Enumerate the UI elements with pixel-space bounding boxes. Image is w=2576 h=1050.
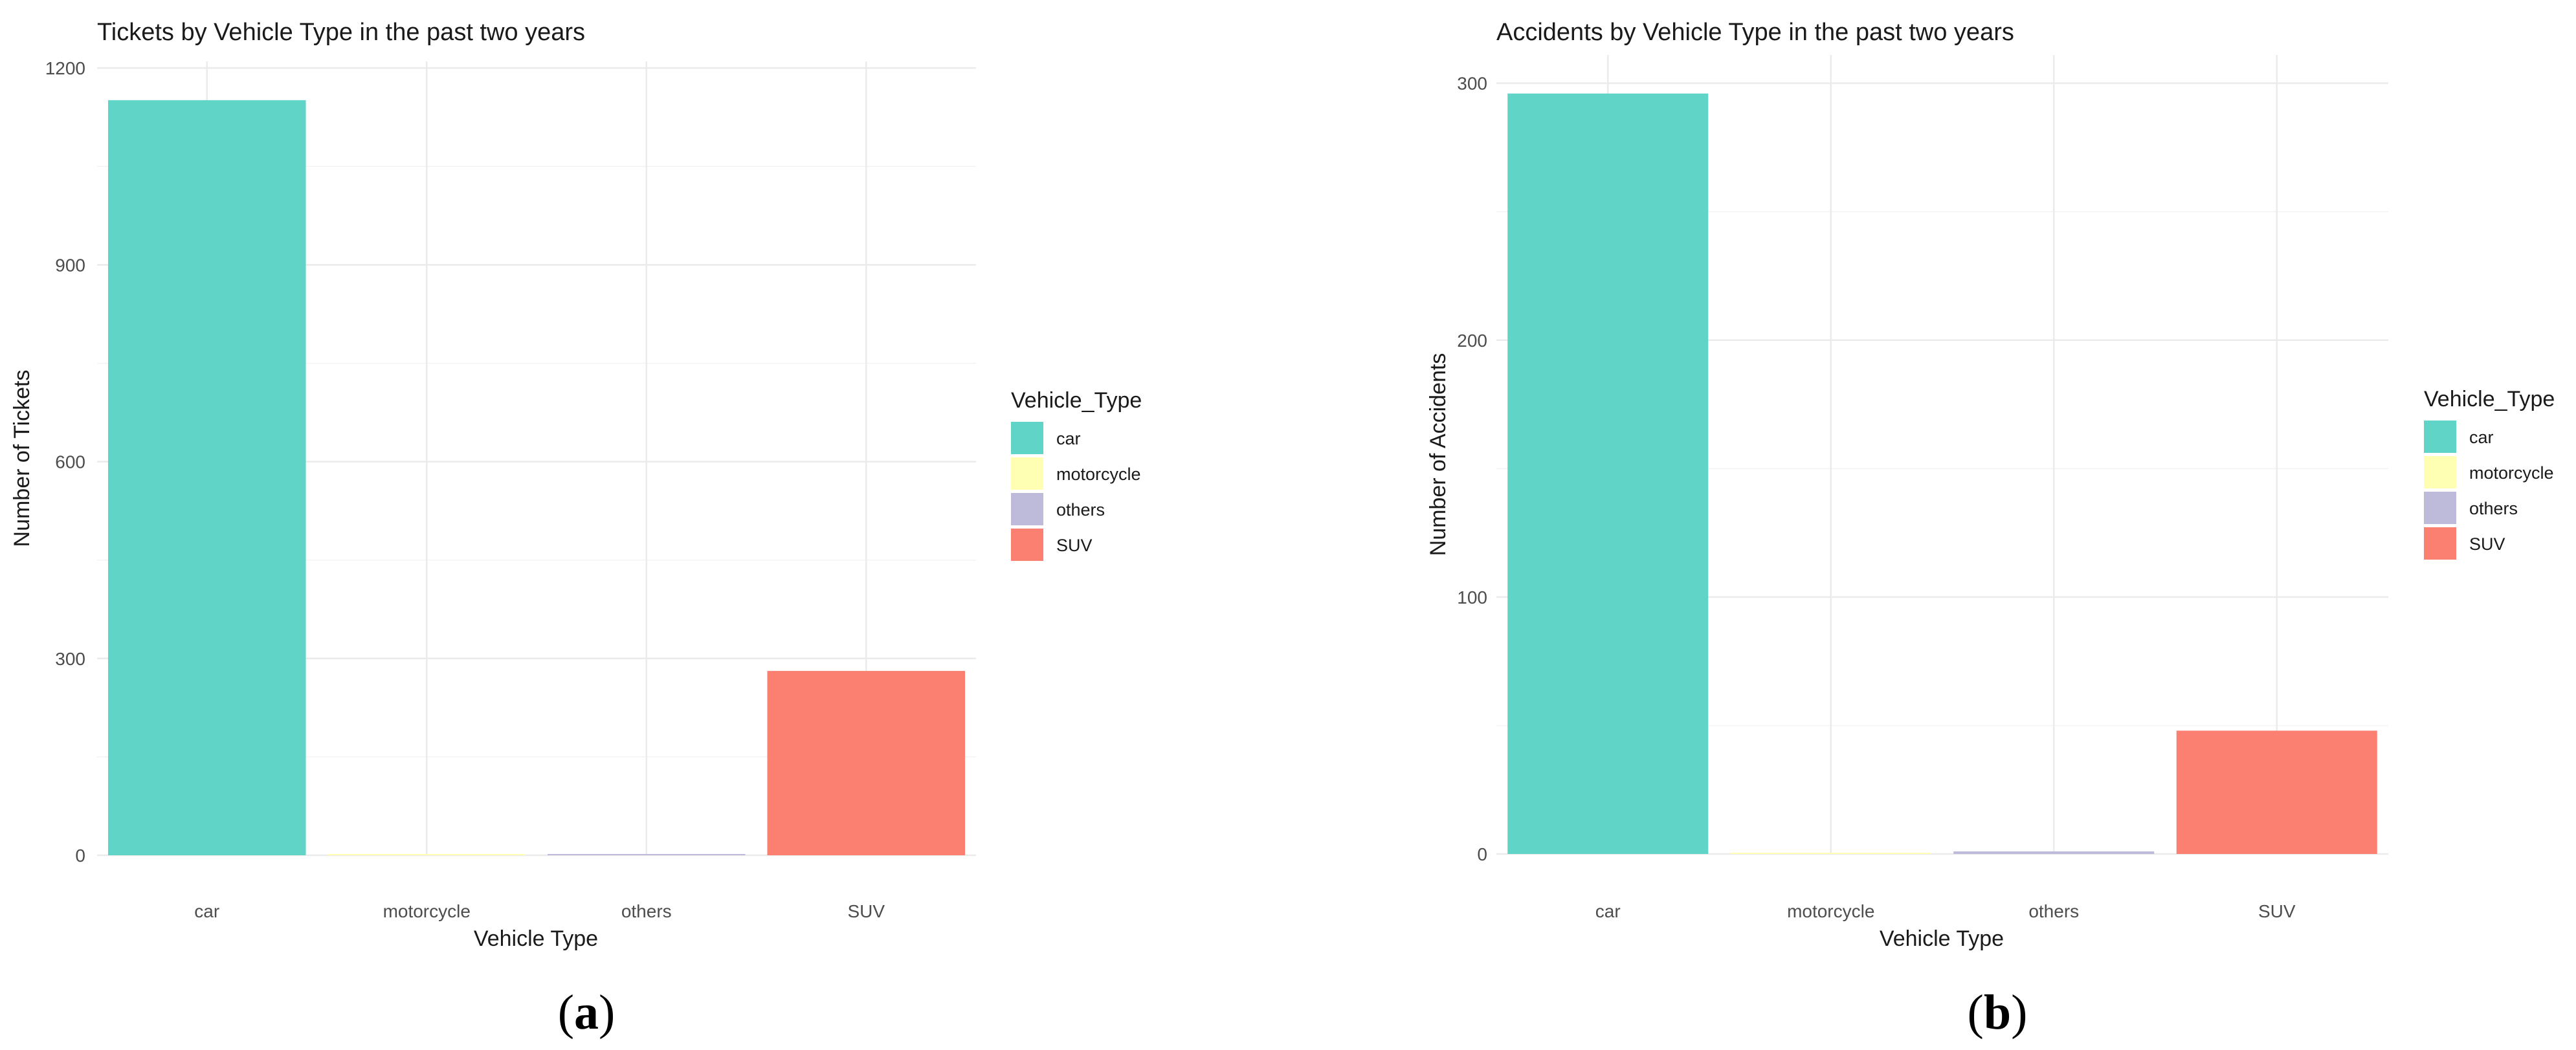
bar-car [1507,93,1709,854]
legend-key [1011,422,1043,454]
y-tick-label: 300 [1457,74,1487,94]
panel-label: (b) [1968,985,2028,1040]
legend-label: others [2469,499,2518,518]
legend-key [2424,421,2456,453]
legend-item: SUV [2424,527,2505,560]
legend-item: motorcycle [1011,457,1141,490]
y-tick-label: 900 [55,255,85,275]
y-tick-label: 0 [1477,844,1487,864]
x-tick-labels: car motorcycle others SUV [194,901,885,921]
panel-label-letter: b [1984,985,2011,1040]
chart-title: Tickets by Vehicle Type in the past two … [97,19,585,46]
x-tick-label: others [2028,901,2079,921]
legend-title: Vehicle_Type [2424,387,2555,411]
y-tick-labels: 0 100 200 300 [1457,74,1487,864]
x-tick-label: others [621,901,672,921]
legend-label: car [2469,428,2494,447]
y-tick-label: 600 [55,452,85,472]
bar-suv [2176,730,2377,854]
panel-label-close: ) [2011,985,2027,1040]
panel-label-open: ( [558,985,574,1040]
bar-motorcycle [328,854,526,855]
legend-key [2424,492,2456,524]
legend-item: others [1011,493,1105,525]
bar-others [547,854,746,855]
legend-label: motorcycle [2469,463,2554,483]
x-axis-title: Vehicle Type [1880,926,2004,951]
legend-label: car [1056,429,1081,448]
legend-key [2424,527,2456,560]
legend-item: SUV [1011,529,1093,561]
bar-car [107,100,306,856]
x-tick-label: motorcycle [1787,901,1874,921]
chart-title: Accidents by Vehicle Type in the past tw… [1496,19,2014,46]
panel-label-open: ( [1968,985,1984,1040]
legend-key [1011,457,1043,490]
x-tick-label: SUV [2258,901,2296,921]
legend-title: Vehicle_Type [1011,388,1142,413]
y-axis-title: Number of Accidents [1426,353,1450,556]
x-axis-title: Vehicle Type [474,926,598,951]
y-tick-labels: 0 300 600 900 1200 [45,58,85,866]
legend-item: car [1011,422,1081,454]
legend-key [2424,456,2456,488]
y-tick-label: 200 [1457,331,1487,351]
panel-label: (a) [558,985,616,1040]
x-tick-labels: car motorcycle others SUV [1595,901,2296,921]
bars [1507,93,2377,854]
legend-label: SUV [2469,534,2505,554]
legend-label: motorcycle [1056,465,1141,484]
legend-label: others [1056,500,1105,520]
legend-item: car [2424,421,2494,453]
legend-label: SUV [1056,536,1093,555]
y-tick-label: 100 [1457,587,1487,607]
bar-suv [767,671,966,855]
bar-motorcycle [1730,853,1931,854]
y-tick-label: 1200 [45,58,85,78]
y-tick-label: 300 [55,649,85,669]
y-axis-title: Number of Tickets [10,370,34,547]
panel-label-letter: a [574,985,599,1040]
panel-label-close: ) [599,985,615,1040]
legend-key [1011,529,1043,561]
x-tick-label: car [1595,901,1621,921]
bar-others [1953,851,2155,854]
x-tick-label: motorcycle [383,901,471,921]
chart-tickets: 0 300 600 900 1200 car motorcycle others SUV Tick… [10,19,1142,1040]
bars [107,100,966,856]
x-tick-label: SUV [847,901,885,921]
legend-item: motorcycle [2424,456,2554,488]
x-tick-label: car [194,901,219,921]
legend-item: others [2424,492,2518,524]
chart-accidents: 0 100 200 300 car motorcycle others SUV Accident… [1426,19,2555,1040]
y-tick-label: 0 [75,846,85,866]
legend-key [1011,493,1043,525]
